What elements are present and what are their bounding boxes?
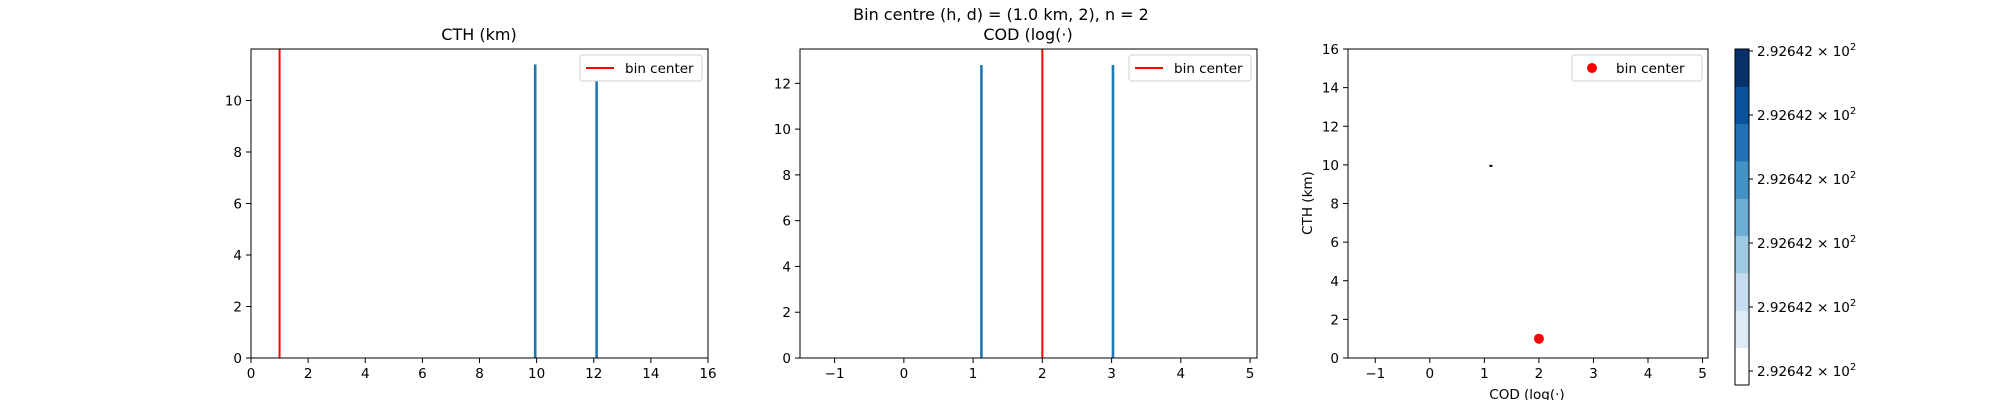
colorbar-tick-label: 2.92642 × 102 [1757,170,1856,188]
colorbar-segment-4 [1735,235,1749,274]
colorbar-tick-label: 2.92642 × 102 [1757,362,1856,380]
colorbar-tick-exponent: 2 [1850,106,1856,117]
panel2-bar-1 [980,65,983,359]
panel3-xtick-label: −1 [1365,366,1385,382]
colorbar-tick-exponent: 2 [1850,234,1856,245]
colorbar-tick-exponent: 2 [1850,170,1856,181]
colorbar-segment-7 [1735,123,1749,162]
panel3-ytick-label: 8 [1330,197,1339,213]
colorbar-tick-exponent: 2 [1850,298,1856,309]
panel1-xtick-label: 6 [418,366,427,382]
panel3-ytick-label: 10 [1322,158,1339,174]
panel2-ytick-label: 6 [782,214,791,230]
colorbar-tick-label: 2.92642 × 102 [1757,106,1856,124]
panel1-ytick-label: 8 [233,145,242,161]
panel1-xtick-label: 16 [699,366,716,382]
panel3-ytick-label: 2 [1330,312,1339,328]
panel3-ytick-label: 16 [1322,42,1339,58]
panel1-xtick-label: 10 [528,366,545,382]
panel2-xtick-label: 5 [1246,366,1255,382]
colorbar-tick-label: 2.92642 × 102 [1757,42,1856,60]
panel2-xtick-label: 3 [1107,366,1116,382]
panel2-legend-box [1128,54,1252,82]
panel3-ytick-label: 6 [1330,235,1339,251]
panel1-xtick-label: 14 [642,366,659,382]
panel2-xtick-label: 1 [969,366,978,382]
panel3-density-mark [1489,164,1493,167]
panel2-xtick-label: 0 [900,366,909,382]
panel2-bar-2 [1111,65,1115,359]
colorbar-segment-8 [1735,86,1749,125]
panel3-xtick-label: 2 [1535,366,1544,382]
panel2-xtick-label: −1 [825,366,845,382]
colorbar-tick-exponent: 2 [1850,42,1856,53]
panel3-ytick-label: 4 [1330,274,1339,290]
panel3-xtick-label: 0 [1426,366,1435,382]
panel1-bar-2 [595,74,598,358]
panel3-ytick-label: 0 [1330,351,1339,367]
panel3-xtick-label: 5 [1698,366,1707,382]
colorbar-segment-1 [1735,347,1749,386]
panel2-legend-label: bin center [1174,61,1243,77]
panel1-legend-box [579,54,703,82]
panel3-legend-box [1571,54,1703,82]
panel1-ytick-label: 0 [233,351,242,367]
panel1-bar-1 [533,64,537,358]
panel1-xtick-label: 8 [475,366,484,382]
panel3-legend-marker [1587,63,1597,73]
panel1-legend-label: bin center [625,61,694,77]
panel2-ytick-label: 8 [782,168,791,184]
colorbar-segment-6 [1735,161,1749,199]
panel2-ytick-label: 0 [782,351,791,367]
colorbar-segment-3 [1735,273,1749,311]
panel3-point-1 [1533,333,1544,344]
colorbar-frame [1734,48,1750,386]
colorbar-segment-2 [1735,310,1749,349]
colorbar-segment-5 [1735,198,1749,237]
panel3-xtick-label: 4 [1644,366,1653,382]
panel3-ytick-label: 14 [1322,81,1339,97]
panel2-ytick-label: 2 [782,305,791,321]
panel3-ytick-label: 12 [1322,119,1339,135]
panel2-frame [799,48,1258,359]
colorbar-segment-9 [1735,49,1749,87]
colorbar-tick-exponent: 2 [1850,362,1856,373]
panel1-xtick-label: 4 [361,366,370,382]
colorbar-tick-label: 2.92642 × 102 [1757,298,1856,316]
panel3-xtick-label: 3 [1589,366,1598,382]
panel2-xtick-label: 2 [1038,366,1047,382]
panel1-ytick-label: 4 [233,248,242,264]
panel2-ytick-label: 10 [774,122,791,138]
panel1-xtick-label: 2 [304,366,313,382]
panel1-title: CTH (km) [441,25,516,44]
panel2-title: COD (log(·) [983,25,1072,44]
panel3-ylabel: CTH (km) [1300,171,1316,235]
colorbar-tick-label: 2.92642 × 102 [1757,234,1856,252]
panel3-xtick-label: 1 [1480,366,1489,382]
panel3-legend-label: bin center [1616,61,1685,77]
panel2-ytick-label: 12 [774,76,791,92]
panel1-xtick-label: 0 [247,366,256,382]
panel2-ytick-label: 4 [782,259,791,275]
panel1-xtick-label: 12 [585,366,602,382]
panel1-ytick-label: 6 [233,197,242,213]
panel1-ytick-label: 10 [225,94,242,110]
panel2-xtick-label: 4 [1177,366,1186,382]
panel3-xlabel: COD (log(·) [1489,387,1564,400]
figure-suptitle: Bin centre (h, d) = (1.0 km, 2), n = 2 [853,5,1149,24]
panel1-ytick-label: 2 [233,300,242,316]
